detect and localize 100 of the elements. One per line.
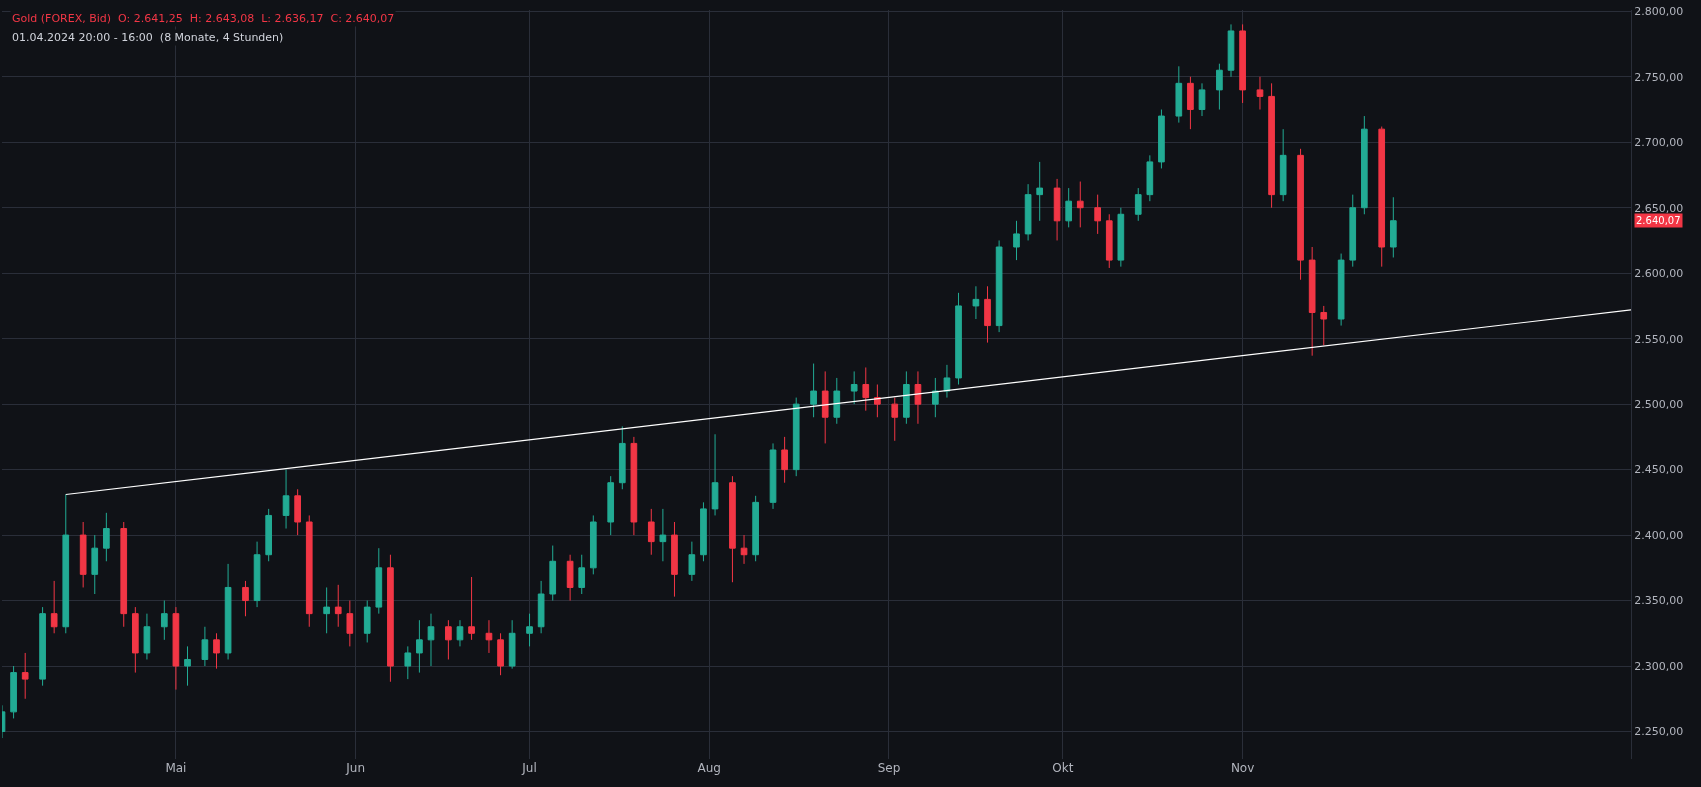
candlestick <box>456 619 464 647</box>
candlestick <box>416 619 423 674</box>
candlestick <box>526 613 533 647</box>
candlestick <box>79 521 87 588</box>
candlestick <box>740 534 748 565</box>
text: 01.04.2024 20:00 - 16:00 (8 Monate, 4 Stunden) <box>12 31 284 44</box>
candlestick <box>781 436 788 484</box>
candlestick <box>334 584 342 628</box>
candlestick <box>891 397 899 442</box>
candlestick <box>1308 246 1316 357</box>
candlestick <box>1360 115 1368 215</box>
candlestick <box>984 285 991 344</box>
y-tick-label: 2.250,00 <box>1634 725 1684 739</box>
candlestick <box>10 665 17 719</box>
candlestick <box>1036 161 1044 222</box>
candlestick <box>427 613 435 667</box>
candlestick <box>1134 187 1142 222</box>
candlestick <box>671 521 678 598</box>
candlestick <box>607 475 615 536</box>
candlestick <box>630 436 638 536</box>
y-tick-label: 2.650,00 <box>1634 201 1684 215</box>
candlestick <box>688 541 696 582</box>
candlestick <box>1320 305 1328 346</box>
candlestick <box>1198 82 1206 117</box>
candlestick <box>224 563 232 660</box>
candlestick <box>659 508 667 562</box>
candlestick <box>1297 148 1304 281</box>
candlestick <box>131 606 139 674</box>
candlestick <box>282 469 290 530</box>
candlestick <box>62 493 70 634</box>
y-tick-label: 2.800,00 <box>1634 5 1684 19</box>
candlestick <box>647 508 655 556</box>
candlestick <box>1065 187 1073 228</box>
y-tick-label: 2.550,00 <box>1634 332 1684 346</box>
candlestick <box>566 554 574 602</box>
candlestick <box>1239 23 1246 104</box>
candlestick <box>375 547 383 615</box>
candlestick <box>769 442 777 510</box>
candlestick <box>1378 126 1386 268</box>
candlestick <box>578 554 586 595</box>
candlestick <box>1389 196 1397 258</box>
x-tick-label: Nov <box>1230 761 1255 775</box>
candlestick <box>1117 207 1125 268</box>
candlestick <box>265 508 273 562</box>
chart-title: Gold (FOREX, Bid) O: 2.641,25 H: 2.643,08 L: 2.636,17 C: 2.640,07 <box>12 12 395 25</box>
candlestick <box>821 370 829 444</box>
candlestick <box>1216 63 1223 111</box>
y-tick-label: 2.700,00 <box>1634 136 1684 150</box>
candlestick <box>445 619 452 660</box>
candlestick <box>1349 194 1357 268</box>
candlestick <box>120 521 128 628</box>
candlestick <box>404 645 412 680</box>
candlestick <box>1175 65 1183 124</box>
candlestick <box>711 433 719 516</box>
candlestick <box>943 364 951 399</box>
candlestick <box>932 377 939 418</box>
candlestick <box>294 488 301 536</box>
candlestick <box>792 397 800 477</box>
y-tick-label: 2.400,00 <box>1634 528 1684 542</box>
candlestick <box>1158 109 1165 169</box>
candlestick <box>508 619 516 670</box>
candlestick <box>213 632 220 670</box>
candlestick <box>914 370 922 425</box>
candlestick <box>39 606 46 687</box>
candlestick <box>21 652 29 700</box>
x-tick-label: Sep <box>877 761 901 775</box>
x-tick-label: Aug <box>697 761 721 775</box>
candlestick <box>833 377 841 425</box>
candlestick <box>1024 183 1032 241</box>
candlestick <box>700 501 707 562</box>
candlestick <box>1187 76 1194 130</box>
candlestick <box>468 576 475 641</box>
candlestick <box>1268 82 1275 209</box>
candlestick <box>1337 253 1345 327</box>
candlestick <box>729 475 736 583</box>
x-tick-label: Jun <box>345 761 366 775</box>
candlestick <box>1279 128 1287 202</box>
candlestick <box>589 514 597 575</box>
candlestick <box>618 425 626 490</box>
candlestick <box>485 619 493 654</box>
candlestick <box>1094 194 1101 235</box>
x-tick-label: Mai <box>165 761 187 775</box>
y-tick-label: 2.350,00 <box>1634 594 1684 608</box>
x-tick-label: Jul <box>521 761 537 775</box>
candlestick <box>752 495 759 562</box>
candlestick <box>160 600 168 641</box>
candlestick <box>172 606 180 691</box>
y-tick-label: 2.750,00 <box>1634 70 1684 84</box>
candlestick <box>1146 154 1154 202</box>
candlestick <box>1076 181 1084 228</box>
candlestick <box>253 541 261 608</box>
candlestick <box>903 370 910 425</box>
candlestick <box>201 626 209 667</box>
candlestick <box>1053 178 1061 241</box>
candlestick <box>103 512 110 562</box>
candlestick <box>346 600 354 647</box>
candlestick <box>810 363 817 418</box>
candlestick <box>50 580 58 634</box>
candlestick <box>497 632 504 676</box>
y-tick-label: 2.450,00 <box>1634 463 1684 477</box>
